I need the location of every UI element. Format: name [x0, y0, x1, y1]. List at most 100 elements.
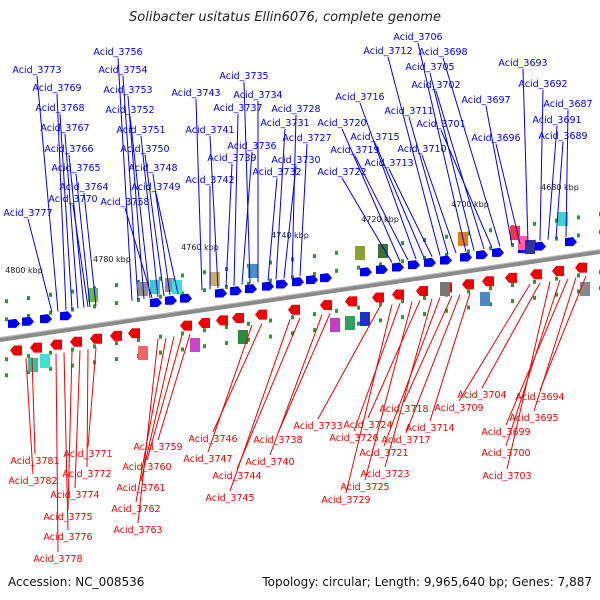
forward-gene-label-leader: [64, 133, 79, 309]
forward-gene-label: Acid_3734: [233, 90, 282, 101]
reverse-gene-label: Acid_3700: [481, 448, 530, 459]
reverse-gene-arrow: [255, 309, 267, 320]
tick-mark: [115, 357, 118, 362]
tick-mark: [247, 281, 250, 286]
forward-gene-label: Acid_3731: [260, 118, 309, 129]
tick-mark: [225, 325, 228, 329]
tick-mark: [115, 341, 118, 346]
reverse-gene-label: Acid_3763: [113, 525, 162, 536]
reverse-gene-label: Acid_3703: [482, 471, 531, 482]
forward-gene-label-leader: [56, 93, 67, 311]
tick-mark: [137, 279, 140, 284]
forward-gene-arrow: [230, 286, 242, 296]
forward-gene-label: Acid_3702: [411, 80, 460, 91]
reverse-gene-arrow: [232, 312, 244, 323]
feature-block: [40, 354, 50, 368]
forward-gene-label-leader: [129, 115, 151, 299]
tick-mark: [181, 273, 184, 278]
tick-mark: [225, 285, 228, 289]
forward-gene-arrow: [376, 264, 388, 274]
tick-mark: [467, 305, 470, 310]
tick-mark: [203, 328, 206, 333]
reverse-gene-label: Acid_3726: [329, 433, 378, 444]
tick-mark: [467, 249, 470, 254]
tick-mark: [489, 286, 492, 291]
tick-mark: [577, 233, 580, 238]
forward-gene-label-leader: [122, 75, 139, 300]
forward-gene-label: Acid_3732: [252, 167, 301, 178]
feature-layer: [8, 212, 590, 372]
feature-block: [210, 272, 220, 286]
reverse-gene-label-leader: [405, 294, 461, 434]
reverse-gene-arrow: [392, 289, 404, 300]
reverse-gene-label-leader: [229, 319, 291, 492]
tick-mark: [5, 299, 8, 304]
reverse-gene-label-leader: [74, 350, 81, 489]
reverse-gene-label: Acid_3709: [434, 403, 483, 414]
forward-gene-label-leader: [354, 155, 409, 261]
forward-gene-label: Acid_3689: [538, 131, 587, 142]
reverse-gene-label: Acid_3733: [293, 421, 342, 432]
forward-gene-label-leader: [374, 142, 425, 259]
reverse-gene-label: Acid_3762: [111, 504, 160, 515]
reverse-gene-label-leader: [317, 306, 381, 420]
forward-gene-label-leader: [485, 105, 513, 245]
forward-gene-arrow: [150, 298, 162, 307]
tick-mark: [71, 363, 74, 368]
scale-label: 4720 kbp: [361, 215, 399, 224]
tick-mark: [27, 370, 30, 375]
forward-gene-arrow: [424, 257, 436, 267]
forward-gene-label: Acid_3749: [131, 182, 180, 193]
forward-gene-arrow: [292, 277, 304, 287]
tick-mark: [423, 255, 426, 260]
forward-gene-label: Acid_3739: [207, 153, 256, 164]
forward-gene-label-leader: [233, 113, 239, 286]
feature-block: [440, 282, 450, 296]
forward-gene-arrow: [262, 281, 274, 291]
tick-mark: [49, 366, 52, 371]
map-title: Solibacter usitatus Ellin6076, complete …: [129, 10, 441, 25]
reverse-gene-arrow: [50, 339, 62, 350]
forward-gene-label-leader: [442, 57, 501, 247]
tick-mark: [401, 259, 404, 264]
tick-mark: [27, 296, 30, 301]
reverse-gene-label: Acid_3721: [359, 448, 408, 459]
forward-gene-arrow: [60, 311, 72, 321]
reverse-gene-label: Acid_3723: [360, 469, 409, 480]
tick-mark: [93, 304, 96, 309]
forward-gene-arrow: [8, 318, 20, 328]
forward-gene-label-leader: [75, 173, 91, 307]
reverse-gene-label-leader: [481, 282, 541, 389]
forward-gene-label: Acid_3735: [219, 71, 268, 82]
forward-gene-label-leader: [155, 192, 179, 294]
tick-mark: [533, 279, 536, 284]
forward-gene-label-leader: [565, 109, 569, 237]
forward-gene-label-leader: [127, 95, 145, 299]
forward-gene-label-leader: [495, 143, 521, 244]
feature-block: [525, 240, 535, 254]
tick-mark: [401, 241, 404, 246]
forward-gene-label: Acid_3769: [32, 83, 81, 94]
forward-gene-label: Acid_3719: [330, 145, 379, 156]
forward-gene-arrow: [215, 288, 227, 298]
reverse-gene-arrow: [320, 300, 332, 311]
reverse-gene-label: Acid_3729: [321, 495, 370, 506]
reverse-gene-label-leader: [367, 300, 421, 419]
tick-mark: [577, 289, 580, 294]
forward-gene-arrow: [165, 295, 177, 305]
forward-gene-label-leader: [27, 218, 53, 313]
reverse-gene-label-leader: [403, 295, 453, 403]
forward-gene-label: Acid_3742: [185, 175, 234, 186]
scale-label: 4780 kbp: [93, 255, 131, 264]
forward-gene-label: Acid_3696: [471, 133, 520, 144]
forward-gene-label-leader: [555, 141, 564, 239]
reverse-gene-arrow: [505, 272, 517, 283]
forward-gene-label-leader: [387, 56, 441, 256]
forward-gene-label: Acid_3715: [350, 132, 399, 143]
feature-block: [330, 318, 340, 332]
tick-mark: [5, 357, 8, 362]
reverse-gene-label: Acid_3725: [340, 482, 389, 493]
forward-gene-label: Acid_3766: [44, 144, 93, 155]
reverse-gene-arrow: [30, 342, 42, 353]
forward-gene-arrow: [276, 279, 288, 289]
